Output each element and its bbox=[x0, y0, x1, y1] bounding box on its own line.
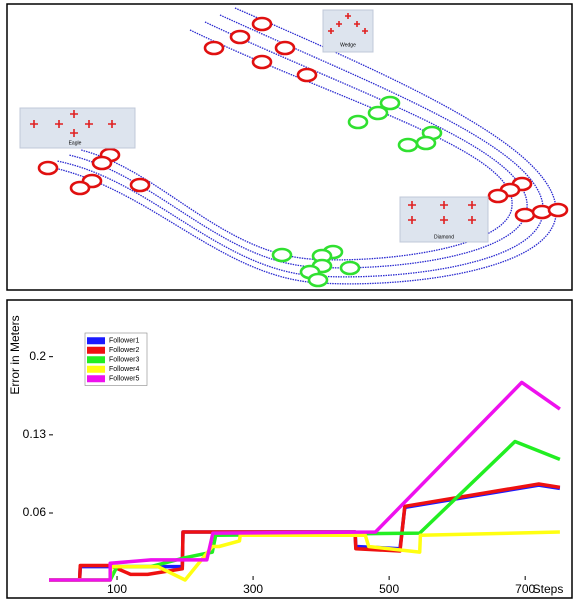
x-tick-label: 300 bbox=[243, 582, 263, 596]
y-tick-label: 0.13 bbox=[23, 427, 47, 441]
legend-swatch bbox=[87, 337, 105, 344]
inset-label: Eagle bbox=[69, 140, 82, 146]
y-tick-label: 0.2 bbox=[29, 349, 46, 363]
x-tick-label: 700 bbox=[515, 582, 535, 596]
legend-label: Follower1 bbox=[109, 338, 139, 345]
legend: Follower1 Follower2 Follower3 Follower4 Foll… bbox=[85, 333, 147, 386]
legend-label: Follower4 bbox=[109, 366, 139, 373]
inset-label: Diamond bbox=[434, 234, 454, 240]
x-axis-label: Steps bbox=[533, 582, 564, 596]
legend-label: Follower2 bbox=[109, 347, 139, 354]
inset-eagle: Eagle bbox=[20, 108, 135, 148]
inset-wedge: Wedge bbox=[323, 10, 373, 52]
x-tick-label: 100 bbox=[107, 582, 127, 596]
y-axis-label: Error in Meters bbox=[8, 315, 22, 394]
legend-swatch bbox=[87, 347, 105, 354]
legend-swatch bbox=[87, 366, 105, 373]
y-tick-label: 0.06 bbox=[23, 505, 47, 519]
legend-swatch bbox=[87, 356, 105, 363]
legend-swatch bbox=[87, 375, 105, 382]
inset-diamond: Diamond bbox=[400, 197, 488, 242]
inset-label: Wedge bbox=[340, 42, 356, 48]
legend-label: Follower5 bbox=[109, 376, 139, 383]
page: Wedge Eagle Diamond Error in Meters Step… bbox=[0, 0, 579, 604]
figure: Wedge Eagle Diamond Error in Meters Step… bbox=[0, 0, 579, 604]
legend-label: Follower3 bbox=[109, 357, 139, 364]
x-tick-label: 500 bbox=[379, 582, 399, 596]
